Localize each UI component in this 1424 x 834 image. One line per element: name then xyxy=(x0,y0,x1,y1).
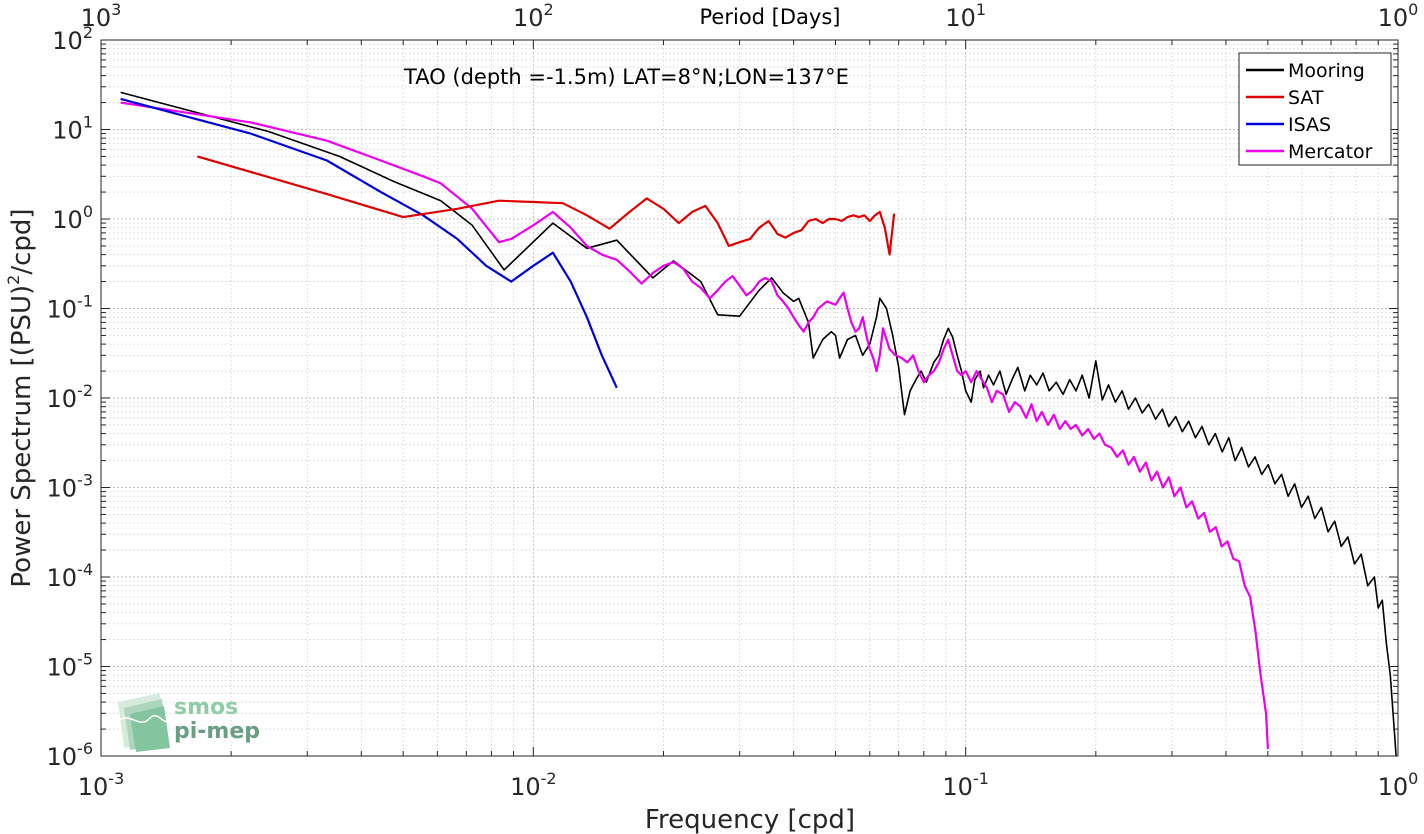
x-axis-title: Frequency [cpd] xyxy=(645,805,855,834)
top-tick-label: 101 xyxy=(945,0,986,32)
chart-annotation: TAO (depth =-1.5m) LAT=8°N;LON=137°E xyxy=(403,65,849,89)
y-tick-label-exp: -4 xyxy=(77,560,93,579)
y-tick-label-exp: 0 xyxy=(83,202,93,221)
x-tick-label-base: 10 xyxy=(510,773,541,801)
x-tick-label-exp: -3 xyxy=(108,769,124,788)
top-tick-label-base: 10 xyxy=(81,4,112,32)
top-axis-title: Period [Days] xyxy=(700,5,841,29)
y-tick-label: 10-6 xyxy=(47,739,94,771)
y-tick-label: 102 xyxy=(52,23,93,55)
legend-box xyxy=(1238,52,1392,166)
top-tick-label-exp: 0 xyxy=(1408,0,1418,19)
x-tick-label-base: 10 xyxy=(1378,773,1409,801)
y-tick-label-base: 10 xyxy=(52,206,83,234)
series-group xyxy=(120,91,1397,757)
top-tick-label-base: 10 xyxy=(1378,4,1409,32)
legend-label-isas: ISAS xyxy=(1288,114,1331,136)
x-tick-label: 10-1 xyxy=(942,769,989,801)
top-tick-label-exp: 2 xyxy=(544,0,554,19)
y-tick-label-exp: -5 xyxy=(77,650,93,669)
y-tick-label-base: 10 xyxy=(47,385,78,413)
series-line-mooring xyxy=(120,91,1397,757)
x-tick-label-exp: -1 xyxy=(973,769,989,788)
x-tick-label-base: 10 xyxy=(78,773,109,801)
y-tick-label-exp: -3 xyxy=(77,471,93,490)
top-tick-label: 100 xyxy=(1378,0,1419,32)
y-tick-label: 10-4 xyxy=(47,560,94,592)
y-tick-label-exp: 2 xyxy=(83,23,93,42)
logo-mark-icon xyxy=(118,693,170,752)
y-tick-label-base: 10 xyxy=(52,27,83,55)
y-tick-label-exp: -2 xyxy=(77,381,93,400)
y-tick-label-base: 10 xyxy=(47,654,78,682)
logo-text-line2: pi-mep xyxy=(174,719,260,744)
top-tick-label: 103 xyxy=(81,0,122,32)
y-axis-title-sup: 2 xyxy=(4,275,23,285)
smos-pimep-logo: smos pi-mep xyxy=(118,693,260,752)
x-tick-label: 10-2 xyxy=(510,769,557,801)
x-tick-labels: 10-3 10-2 10-1 100 xyxy=(78,769,1419,801)
y-tick-label-exp: 1 xyxy=(83,113,93,132)
legend-label-mooring: Mooring xyxy=(1288,60,1365,82)
y-tick-label: 10-2 xyxy=(47,381,94,413)
series-line-isas xyxy=(120,97,618,389)
y-tick-label: 100 xyxy=(52,202,93,234)
top-tick-label: 102 xyxy=(513,0,554,32)
y-tick-label: 10-5 xyxy=(47,650,94,682)
x-tick-label-exp: 0 xyxy=(1408,769,1418,788)
top-tick-label-base: 10 xyxy=(945,4,976,32)
x-tick-label: 10-3 xyxy=(78,769,125,801)
y-tick-label-base: 10 xyxy=(47,296,78,324)
series-line-mercator xyxy=(120,101,1269,749)
y-tick-label-base: 10 xyxy=(47,564,78,592)
legend-label-sat: SAT xyxy=(1288,87,1324,109)
y-tick-label-exp: -6 xyxy=(77,739,93,758)
y-tick-label-exp: -1 xyxy=(77,292,93,311)
legend-label-mercator: Mercator xyxy=(1288,141,1373,163)
legend: Mooring SAT ISAS Mercator xyxy=(1238,52,1392,166)
y-axis-title: Power Spectrum [(PSU)2/cpd] xyxy=(4,208,37,587)
y-tick-label: 10-1 xyxy=(47,292,94,324)
y-tick-label: 10-3 xyxy=(47,471,94,503)
x-tick-label: 100 xyxy=(1378,769,1419,801)
series-line-sat xyxy=(196,155,896,256)
y-tick-label: 101 xyxy=(52,113,93,145)
y-tick-label-base: 10 xyxy=(47,743,78,771)
y-axis-title-tail: /cpd] xyxy=(7,208,37,274)
x-tick-label-exp: -2 xyxy=(541,769,557,788)
logo-text-line1: smos xyxy=(174,695,238,720)
top-tick-labels: 103 102 101 100 xyxy=(81,0,1419,32)
y-tick-label-base: 10 xyxy=(52,117,83,145)
top-tick-label-base: 10 xyxy=(513,4,544,32)
y-tick-label-base: 10 xyxy=(47,475,78,503)
x-tick-label-base: 10 xyxy=(942,773,973,801)
axis-ticks xyxy=(100,39,1399,757)
y-axis-title-main: Power Spectrum [(PSU) xyxy=(7,285,37,588)
top-tick-label-exp: 3 xyxy=(111,0,121,19)
top-tick-label-exp: 1 xyxy=(976,0,986,19)
